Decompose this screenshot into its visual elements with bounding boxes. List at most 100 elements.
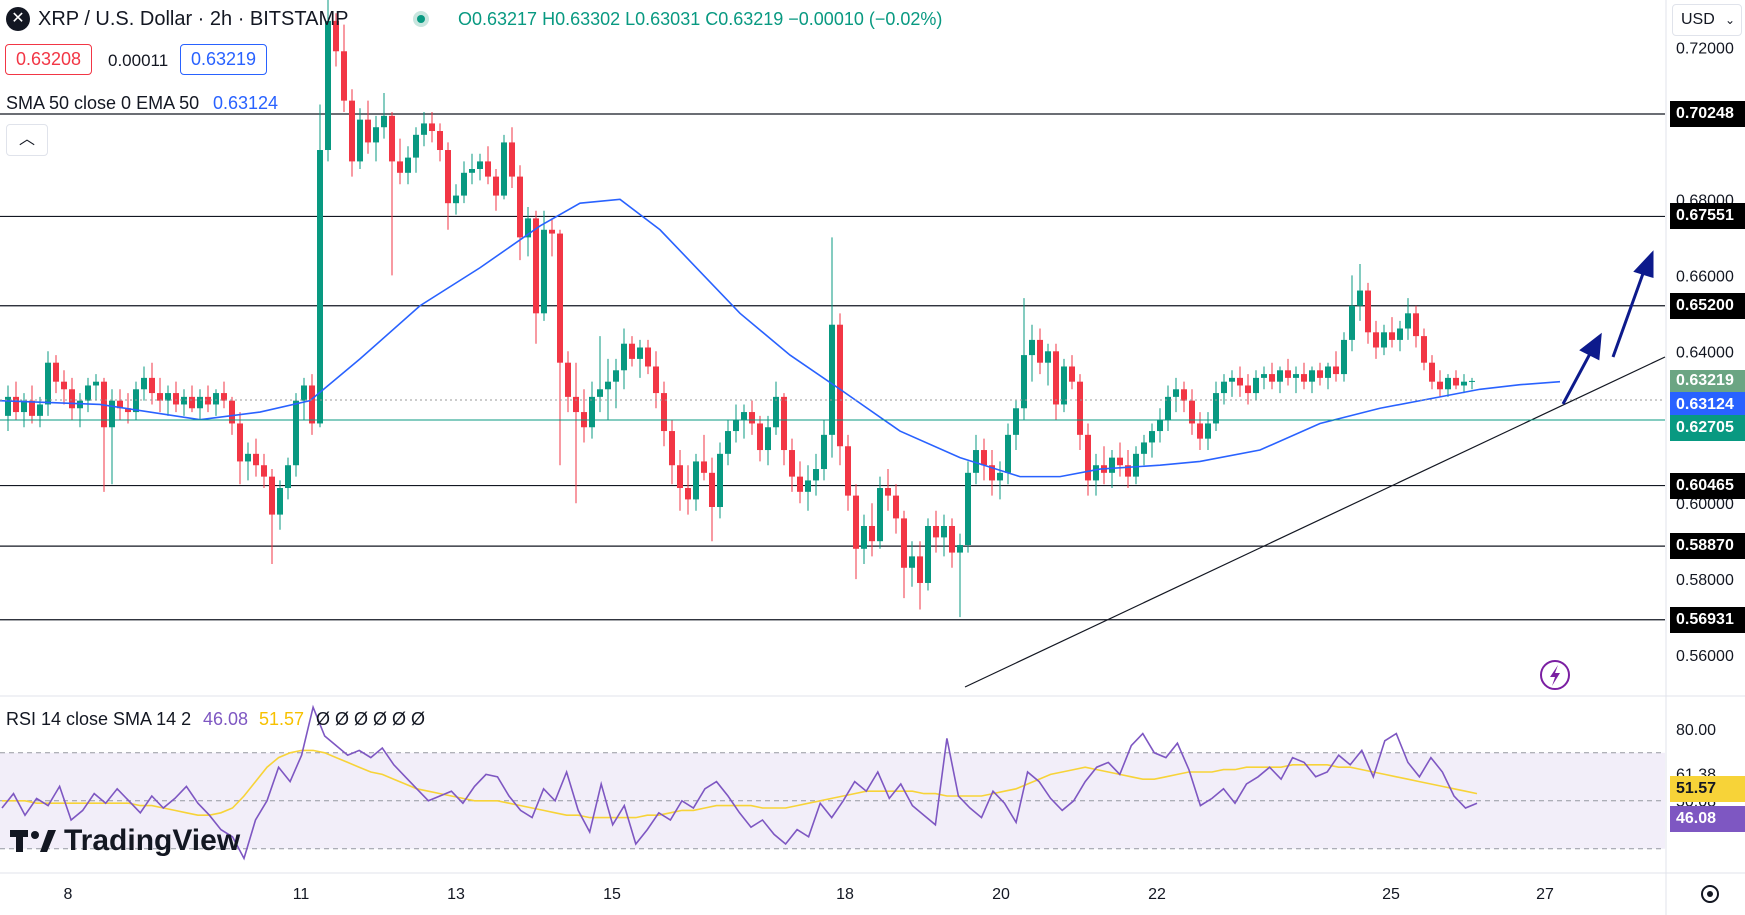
price-tick-label: 0.58000 xyxy=(1676,572,1734,589)
lightning-glyph xyxy=(1550,665,1560,686)
candle xyxy=(109,389,115,485)
candle xyxy=(173,381,179,413)
projection-arrow xyxy=(1561,250,1654,405)
candle xyxy=(797,461,803,504)
time-axis[interactable]: 8 11 13 15 18 20 22 25 27 xyxy=(64,886,1554,903)
candle xyxy=(725,419,731,466)
candle xyxy=(333,13,339,67)
candle xyxy=(1125,450,1131,489)
candle xyxy=(1021,298,1027,420)
candle xyxy=(525,206,531,257)
bid-price[interactable]: 0.63208 xyxy=(5,44,93,75)
candle xyxy=(949,518,955,568)
price-tick-label: 0.56000 xyxy=(1676,648,1734,665)
time-tick-label: 22 xyxy=(1148,886,1166,903)
candle xyxy=(549,218,555,257)
time-tick-label: 20 xyxy=(992,886,1010,903)
candle xyxy=(917,541,923,610)
candle xyxy=(853,484,859,580)
candle xyxy=(1229,370,1235,397)
candle xyxy=(845,434,851,511)
spread-value: 0.00011 xyxy=(108,51,169,70)
candle xyxy=(1261,366,1267,390)
candle xyxy=(1325,362,1331,390)
collapse-legend-button[interactable]: ︿ xyxy=(6,124,48,156)
level-tag: 0.70248 xyxy=(1670,101,1745,127)
candle xyxy=(317,104,323,428)
rsi-legend-value: 46.08 xyxy=(203,709,249,729)
candle xyxy=(389,112,395,276)
time-tick-label: 18 xyxy=(836,886,854,903)
ask-price[interactable]: 0.63219 xyxy=(180,44,268,75)
candle xyxy=(1373,320,1379,359)
candle xyxy=(1045,343,1051,386)
candle xyxy=(509,127,515,188)
level-tag: 0.60465 xyxy=(1670,472,1745,499)
candle xyxy=(237,412,243,485)
candle xyxy=(469,153,475,185)
candle xyxy=(1405,298,1411,340)
candle xyxy=(357,108,363,170)
currency-select[interactable]: USD ⌄ xyxy=(1672,4,1742,36)
level-tag: 0.58870 xyxy=(1670,533,1745,560)
settings-icon[interactable] xyxy=(1701,885,1719,903)
candle xyxy=(701,434,707,481)
candle xyxy=(557,229,563,466)
candle xyxy=(773,381,779,435)
candle xyxy=(21,393,27,428)
symbol-title[interactable]: XRP / U.S. Dollar · 2h · BITSTAMP xyxy=(38,8,349,30)
candle xyxy=(325,0,331,162)
ma-legend-value: 0.63124 xyxy=(213,93,279,113)
candle xyxy=(1029,324,1035,382)
candle xyxy=(253,438,259,477)
level-tag: 0.56931 xyxy=(1670,606,1745,633)
candle xyxy=(933,510,939,553)
candle xyxy=(1221,374,1227,405)
green-level-tag: 0.62705 xyxy=(1670,415,1745,442)
candle xyxy=(1301,362,1307,390)
candle xyxy=(373,115,379,162)
ema-line xyxy=(0,198,1561,478)
candle xyxy=(1133,446,1139,485)
candle xyxy=(141,366,147,401)
candle xyxy=(1397,320,1403,352)
candle xyxy=(1053,343,1059,420)
candle xyxy=(397,138,403,185)
candle xyxy=(981,438,987,481)
currency-label: USD xyxy=(1681,11,1715,28)
candle xyxy=(1421,328,1427,371)
candle xyxy=(597,336,603,413)
candle xyxy=(1237,366,1243,397)
candle xyxy=(149,362,155,405)
price-tick-label: 0.64000 xyxy=(1676,344,1734,361)
candle xyxy=(1165,385,1171,432)
candle xyxy=(805,465,811,511)
candle xyxy=(973,434,979,485)
candle xyxy=(133,381,139,420)
candle xyxy=(1141,434,1147,466)
price-axis[interactable]: 0.720000.680000.660000.640000.600000.580… xyxy=(1676,40,1734,665)
candle xyxy=(1317,362,1323,386)
candle xyxy=(1389,317,1395,348)
candle xyxy=(453,184,459,215)
candle xyxy=(1173,377,1179,413)
candle xyxy=(693,453,699,511)
candle xyxy=(629,336,635,367)
level-tag: 0.65200 xyxy=(1670,292,1745,319)
candle xyxy=(45,351,51,416)
rsi-sma-line xyxy=(2,749,1478,819)
candle xyxy=(85,377,91,413)
time-tick-label: 11 xyxy=(293,886,310,903)
candle xyxy=(965,461,971,553)
candle xyxy=(1469,377,1475,390)
candle xyxy=(1365,282,1371,344)
tradingview-wordmark: TradingView xyxy=(64,824,241,857)
chevron-down-icon: ⌄ xyxy=(1724,13,1735,27)
candle xyxy=(1157,408,1163,443)
ma-legend-label: SMA 50 close 0 EMA 50 xyxy=(6,93,200,113)
candle xyxy=(1437,370,1443,397)
symbol-icon[interactable]: ✕ xyxy=(6,7,30,31)
candle xyxy=(1213,381,1219,432)
candle xyxy=(1253,370,1259,401)
